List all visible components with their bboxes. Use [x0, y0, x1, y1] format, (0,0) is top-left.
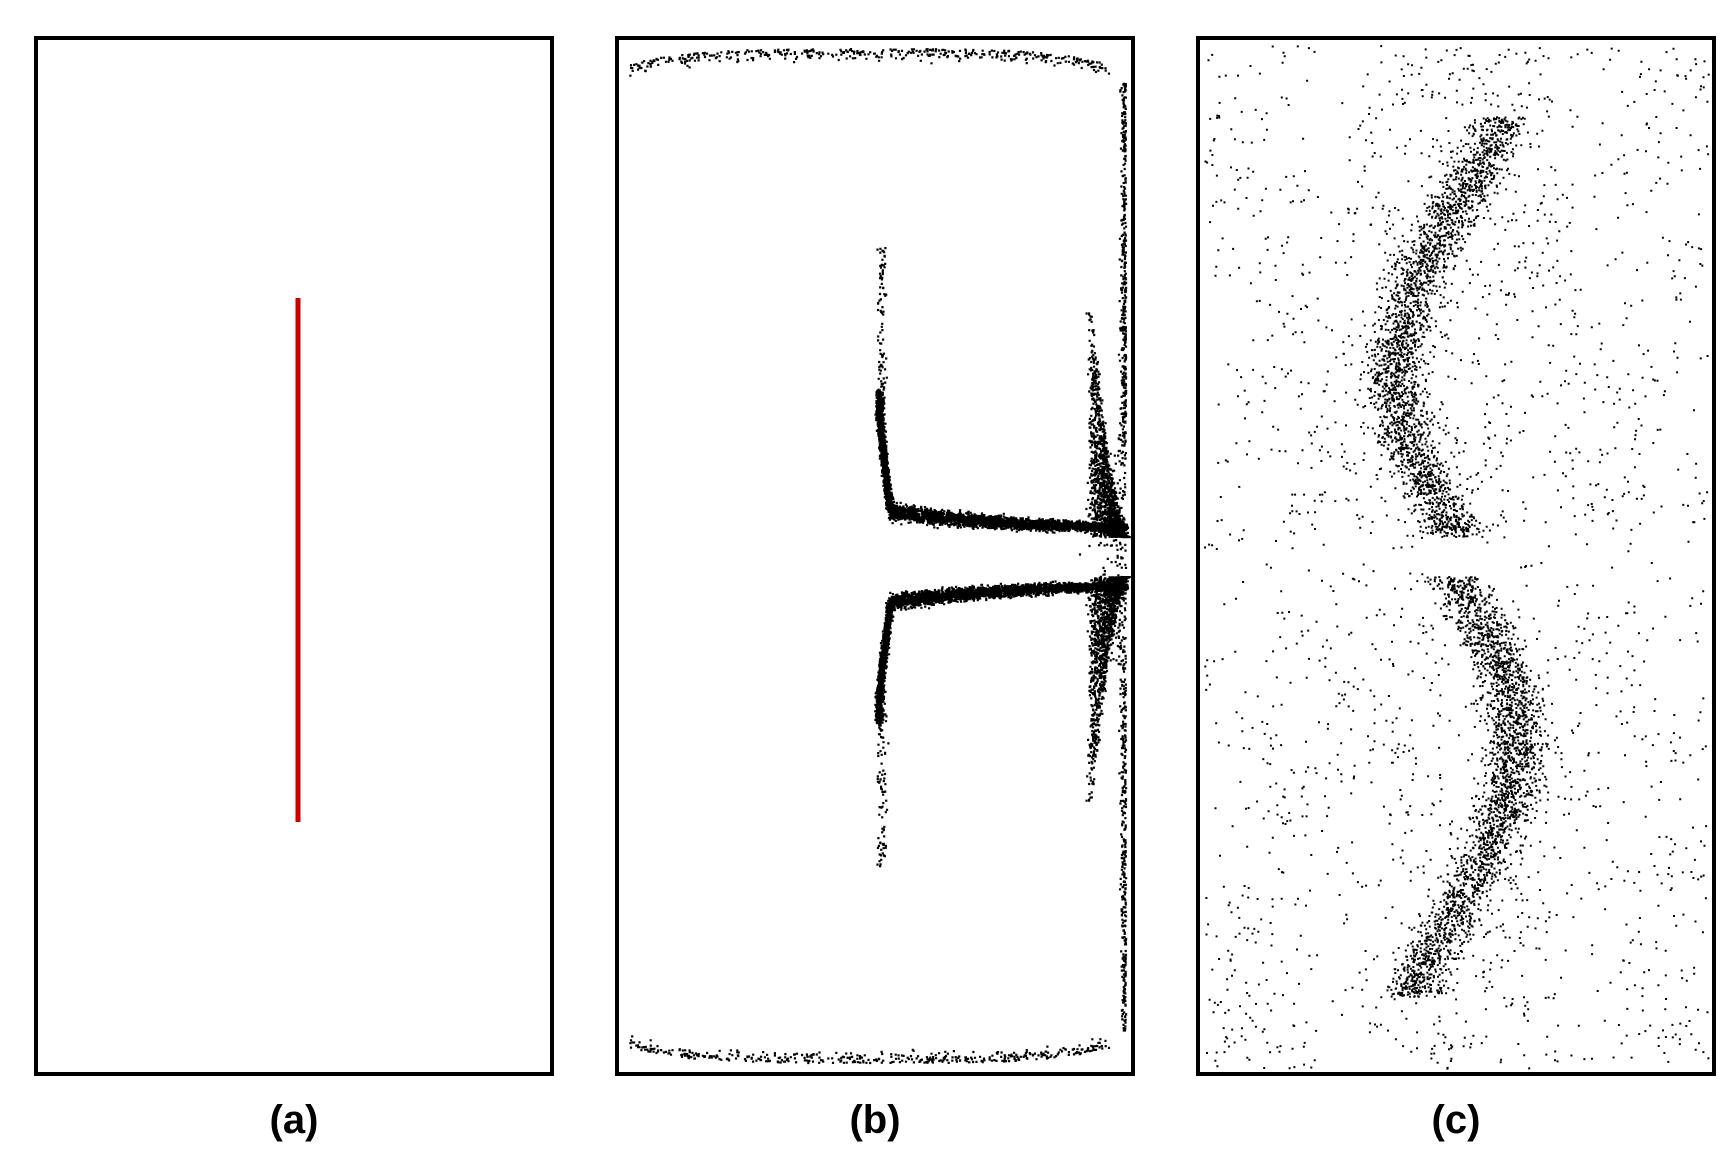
panel-a-initial-state: [34, 36, 554, 1076]
panel-c-full-mixing: [1196, 36, 1716, 1076]
caption-b: (b): [849, 1098, 901, 1142]
caption-c: (c): [1431, 1098, 1481, 1142]
panel-a-canvas: [295, 298, 301, 822]
panel-b-particle-field: [629, 48, 1131, 1065]
caption-a: (a): [269, 1098, 319, 1142]
panel-b-partial-mixing: [615, 36, 1135, 1076]
particle-cloud: [629, 48, 1131, 1065]
particle-cloud: [1204, 45, 1710, 1070]
panel-c-particle-field: [1204, 45, 1710, 1070]
